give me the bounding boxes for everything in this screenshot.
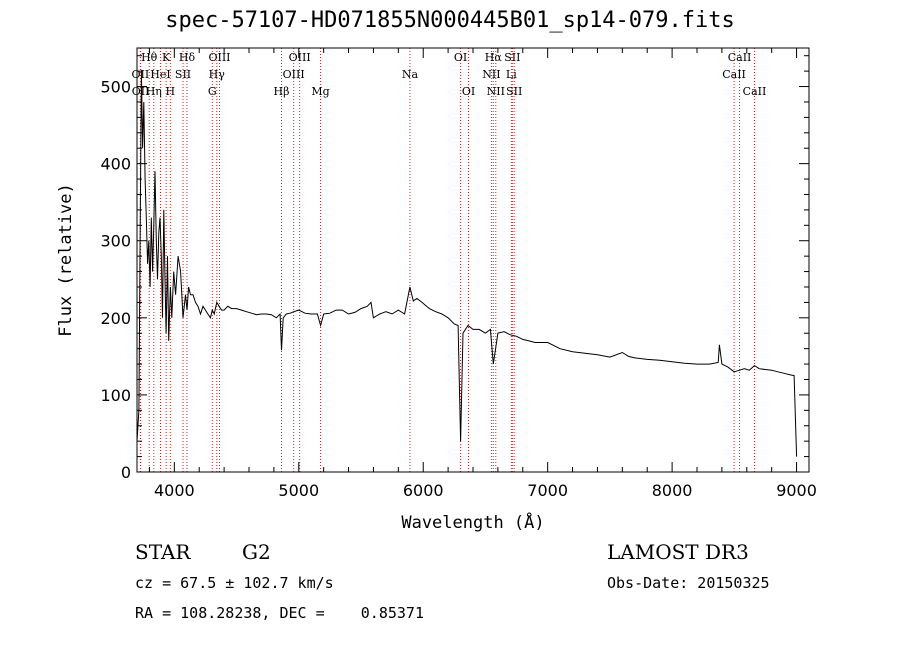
line-marker-label-12: Hβ [274,85,290,98]
line-marker-label-14: OIII [283,68,305,81]
x-tick-label-5: 9000 [776,481,817,500]
y-tick-label-5: 500 [100,78,131,97]
line-marker-label-4: K [162,51,171,64]
line-marker-label-0: Hθ [141,51,158,64]
line-marker-label-2: OII [132,85,150,98]
line-marker-label-22: Li [506,68,517,81]
line-marker-label-19: Hα [485,51,503,64]
line-marker-label-9: OIII [208,51,230,64]
line-marker-label-1: OII [132,68,150,81]
line-marker-label-24: SII [506,85,522,98]
observation-date: Obs-Date: 20150325 [607,574,770,592]
line-marker-label-17: OI [454,51,467,64]
line-marker-label-18: OI [462,85,475,98]
line-marker-label-23: NII [487,85,505,98]
line-marker-label-16: Na [402,68,419,81]
line-marker-label-13: OIII [289,51,311,64]
x-axis-label: Wavelength (Å) [401,511,544,533]
line-marker-label-11: G [208,85,217,98]
line-marker-label-10: Hγ [209,68,226,81]
chart-title: spec-57107-HD071855N000445B01_sp14-079.f… [165,8,735,33]
ra-dec: RA = 108.28238, DEC = 0.85371 [135,604,424,622]
line-marker-label-5: HeI [150,68,170,81]
x-tick-label-2: 6000 [403,481,444,500]
spectrum-line [136,71,798,457]
line-marker-label-26: CaII [722,68,746,81]
line-marker-label-8: SII [175,68,191,81]
x-tick-label-3: 7000 [527,481,568,500]
y-tick-label-1: 100 [100,386,131,405]
survey-name: LAMOST DR3 [607,540,749,564]
plot-frame [136,47,810,473]
y-tick-label-4: 400 [100,155,131,174]
line-markers [139,48,755,472]
line-marker-label-25: CaII [728,51,752,64]
object-subclass: G2 [242,540,271,564]
line-marker-label-21: NII [482,68,500,81]
line-marker-label-7: Hδ [179,51,196,64]
line-marker-label-27: CaII [743,85,767,98]
redshift-cz: cz = 67.5 ± 102.7 km/s [135,574,334,592]
x-tick-label-1: 5000 [278,481,319,500]
axes: 4000 5000 6000 7000 8000 9000 0 100 200 300 400 500 [100,48,817,500]
line-marker-label-20: SII [504,51,520,64]
y-tick-label-0: 0 [121,463,131,482]
line-marker-label-15: Mg [311,85,329,98]
x-tick-label-0: 4000 [154,481,195,500]
y-tick-label-2: 200 [100,309,131,328]
y-axis-label: Flux (relative) [56,183,76,337]
line-marker-label-6: H [166,85,176,98]
object-class: STAR [135,540,191,564]
line-marker-label-3: Hη [146,85,162,98]
y-tick-label-3: 300 [100,232,131,251]
x-tick-label-4: 8000 [652,481,693,500]
